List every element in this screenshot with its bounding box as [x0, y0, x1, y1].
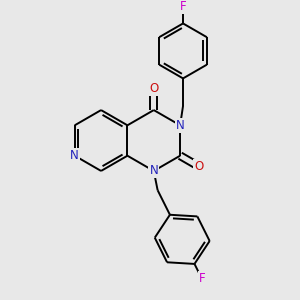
- Text: N: N: [70, 149, 79, 162]
- Text: N: N: [149, 164, 158, 177]
- Text: F: F: [199, 272, 205, 285]
- Text: F: F: [180, 0, 186, 13]
- Text: N: N: [176, 119, 184, 132]
- Text: O: O: [194, 160, 203, 173]
- Text: O: O: [149, 82, 158, 95]
